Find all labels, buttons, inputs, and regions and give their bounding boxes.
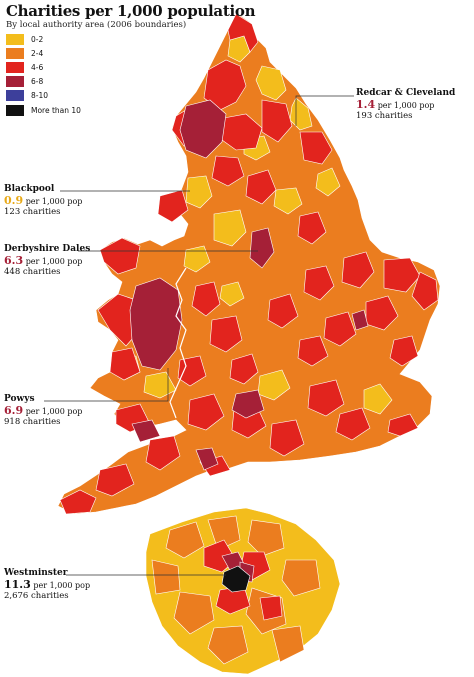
legend-swatch (6, 104, 24, 116)
callout-count: 123 charities (4, 207, 61, 217)
legend-swatch (6, 61, 24, 73)
legend-swatch (6, 76, 24, 88)
callout-value: 6.3 (4, 254, 24, 267)
legend-item-4-6: 4-6 (6, 60, 81, 74)
legend: 0-2 2-4 4-6 6-8 8-10 More than 10 (6, 32, 81, 117)
legend-label: 4-6 (31, 62, 44, 72)
callout-name: Redcar & Cleveland (356, 88, 456, 98)
legend-label: 0-2 (31, 34, 44, 44)
callout-value: 11.3 (4, 578, 31, 591)
legend-item-6-8: 6-8 (6, 75, 81, 89)
callout-name: Blackpool (4, 184, 55, 194)
callout-value: 6.9 (4, 404, 24, 417)
callout-count: 2,676 charities (4, 591, 69, 601)
wales-border (169, 267, 187, 419)
callout-blackpool: Blackpool 0.9 per 1,000 pop 123 charitie… (4, 184, 82, 217)
legend-item-2-4: 2-4 (6, 46, 81, 60)
legend-item-8-10: 8-10 (6, 89, 81, 103)
legend-swatch (6, 33, 24, 45)
callout-leaders (44, 95, 354, 576)
legend-label: 6-8 (31, 77, 44, 87)
callout-count: 448 charities (4, 267, 61, 277)
legend-item-more-than-10: More than 10 (6, 103, 81, 117)
callout-unit: per 1,000 pop (33, 581, 91, 590)
callout-unit: per 1,000 pop (377, 101, 435, 110)
callout-name: Powys (4, 394, 35, 404)
legend-item-0-2: 0-2 (6, 32, 81, 46)
callout-unit: per 1,000 pop (25, 257, 83, 266)
band-6-8-regions (129, 99, 369, 471)
callout-powys: Powys 6.9 per 1,000 pop 918 charities (4, 394, 82, 427)
callout-name: Westminster (4, 568, 68, 578)
callout-count: 193 charities (356, 111, 413, 121)
callout-value: 1.4 (356, 98, 376, 111)
callout-name: Derbyshire Dales (4, 244, 91, 254)
callout-redcar-cleveland: Redcar & Cleveland 1.4 per 1,000 pop 193… (356, 88, 455, 121)
map-subtitle: By local authority area (2006 boundaries… (6, 20, 187, 30)
legend-label: 8-10 (31, 91, 49, 101)
london-band-2-4 (151, 515, 321, 665)
callout-unit: per 1,000 pop (25, 197, 83, 206)
legend-label: More than 10 (31, 105, 81, 115)
legend-label: 2-4 (31, 48, 44, 58)
callout-count: 918 charities (4, 417, 61, 427)
callout-derbyshire-dales: Derbyshire Dales 6.3 per 1,000 pop 448 c… (4, 244, 90, 277)
legend-swatch (6, 47, 24, 59)
callout-westminster: Westminster 11.3 per 1,000 pop 2,676 cha… (4, 568, 90, 601)
callout-value: 0.9 (4, 194, 24, 207)
legend-swatch (6, 90, 24, 102)
westminster-area (221, 565, 251, 593)
callout-unit: per 1,000 pop (25, 407, 83, 416)
map-title: Charities per 1,000 population (6, 2, 256, 20)
